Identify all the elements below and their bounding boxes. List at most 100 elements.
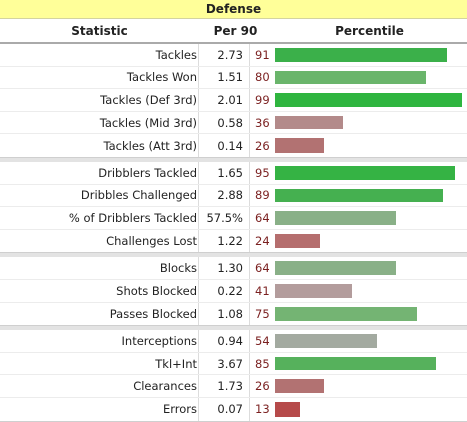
table-header: Statistic Per 90 Percentile bbox=[0, 19, 467, 44]
percentile-bar bbox=[275, 70, 426, 85]
percentile-bar-cell bbox=[275, 112, 467, 134]
percentile-value: 64 bbox=[249, 207, 275, 229]
stat-name: Clearances bbox=[0, 375, 199, 397]
percentile-bar-cell bbox=[275, 134, 467, 157]
percentile-bar-cell bbox=[275, 353, 467, 375]
percentile-value: 24 bbox=[249, 229, 275, 253]
per90-value: 2.88 bbox=[217, 188, 243, 203]
per90-value: 2.01 bbox=[217, 92, 243, 107]
percentile-value: 26 bbox=[249, 134, 275, 157]
stat-name: Dribbles Challenged bbox=[0, 184, 199, 207]
table-row: Blocks 1.30 64 bbox=[0, 257, 467, 280]
table-row: Dribbles Challenged 2.88 89 bbox=[0, 184, 467, 208]
percentile-value: 64 bbox=[249, 257, 275, 279]
table-row: Tkl+Int 3.67 85 bbox=[0, 352, 467, 376]
percentile-bar-cell bbox=[275, 67, 467, 89]
percentile-value: 54 bbox=[249, 330, 275, 352]
table-row: Tackles (Mid 3rd) 0.58 36 bbox=[0, 111, 467, 135]
per90-value: 1.30 bbox=[217, 261, 243, 276]
stat-name: Tackles (Att 3rd) bbox=[0, 134, 199, 157]
table-caption: Defense bbox=[0, 0, 467, 19]
percentile-bar-cell bbox=[275, 375, 467, 397]
header-percentile[interactable]: Percentile bbox=[335, 23, 404, 38]
percentile-bar bbox=[275, 188, 443, 203]
percentile-bar-cell bbox=[275, 280, 467, 302]
table-row: Tackles (Att 3rd) 0.14 26 bbox=[0, 134, 467, 157]
stat-name: Tackles (Mid 3rd) bbox=[0, 111, 199, 134]
per90-value: 0.58 bbox=[217, 115, 243, 130]
per90-value: 1.22 bbox=[217, 234, 243, 249]
percentile-bar-cell bbox=[275, 303, 467, 326]
row-group: Tackles 2.73 91 Tackles Won 1.51 80 Tackles (D… bbox=[0, 44, 467, 158]
per90-value: 0.22 bbox=[217, 283, 243, 298]
percentile-value: 26 bbox=[249, 375, 275, 397]
percentile-bar-cell bbox=[275, 257, 467, 279]
table-row: Tackles 2.73 91 bbox=[0, 44, 467, 67]
percentile-value: 41 bbox=[249, 279, 275, 302]
header-per90[interactable]: Per 90 bbox=[213, 23, 258, 38]
table-row: % of Dribblers Tackled 57.5% 64 bbox=[0, 207, 467, 230]
percentile-bar bbox=[275, 379, 324, 393]
percentile-bar-cell bbox=[275, 185, 467, 207]
table-row: Errors 0.07 13 bbox=[0, 397, 467, 421]
row-group: Dribblers Tackled 1.65 95 Dribbles Challeng… bbox=[0, 157, 467, 254]
table-row: Challenges Lost 1.22 24 bbox=[0, 229, 467, 253]
stat-name: Dribblers Tackled bbox=[0, 161, 199, 184]
table-row: Clearances 1.73 26 bbox=[0, 375, 467, 398]
percentile-bar bbox=[275, 334, 377, 348]
percentile-bar bbox=[275, 356, 436, 371]
stat-name: Errors bbox=[0, 397, 199, 421]
percentile-value: 36 bbox=[249, 111, 275, 134]
stat-name: Passes Blocked bbox=[0, 302, 199, 326]
percentile-bar bbox=[275, 261, 396, 275]
percentile-bar bbox=[275, 93, 462, 107]
per90-value: 1.08 bbox=[217, 306, 243, 321]
per90-value: 0.94 bbox=[217, 333, 243, 348]
per90-value: 2.73 bbox=[217, 47, 243, 62]
percentile-bar-cell bbox=[275, 330, 467, 352]
per90-value: 57.5% bbox=[206, 210, 243, 225]
percentile-value: 99 bbox=[249, 89, 275, 111]
percentile-bar-cell bbox=[275, 398, 467, 421]
percentile-bar-cell bbox=[275, 230, 467, 253]
percentile-bar-cell bbox=[275, 162, 467, 184]
row-group: Blocks 1.30 64 Shots Blocked 0.22 41 Passes Bl… bbox=[0, 253, 467, 327]
per90-value: 1.65 bbox=[217, 165, 243, 180]
percentile-value: 89 bbox=[249, 184, 275, 207]
percentile-bar bbox=[275, 165, 455, 180]
table-row: Tackles (Def 3rd) 2.01 99 bbox=[0, 89, 467, 112]
percentile-bar bbox=[275, 138, 324, 153]
table-row: Tackles Won 1.51 80 bbox=[0, 66, 467, 90]
percentile-value: 80 bbox=[249, 66, 275, 89]
percentile-value: 91 bbox=[249, 44, 275, 66]
header-statistic[interactable]: Statistic bbox=[71, 23, 128, 38]
percentile-bar-cell bbox=[275, 89, 467, 111]
per90-value: 0.14 bbox=[217, 138, 243, 153]
stat-name: Tackles bbox=[0, 44, 199, 66]
percentile-bar-cell bbox=[275, 207, 467, 229]
per90-value: 3.67 bbox=[217, 356, 243, 371]
per90-value: 1.73 bbox=[217, 379, 243, 394]
per90-value: 0.07 bbox=[217, 402, 243, 417]
stat-name: Interceptions bbox=[0, 330, 199, 352]
table-row: Dribblers Tackled 1.65 95 bbox=[0, 161, 467, 185]
table-body: Tackles 2.73 91 Tackles Won 1.51 80 Tackles (D… bbox=[0, 44, 467, 422]
table-row: Interceptions 0.94 54 bbox=[0, 330, 467, 353]
percentile-bar bbox=[275, 115, 343, 130]
stat-name: Tackles (Def 3rd) bbox=[0, 89, 199, 111]
per90-value: 1.51 bbox=[217, 70, 243, 85]
stat-name: Shots Blocked bbox=[0, 279, 199, 302]
percentile-bar bbox=[275, 283, 352, 298]
table-row: Passes Blocked 1.08 75 bbox=[0, 302, 467, 326]
percentile-value: 85 bbox=[249, 352, 275, 375]
percentile-bar bbox=[275, 48, 447, 62]
stat-name: Challenges Lost bbox=[0, 229, 199, 253]
stat-name: Tackles Won bbox=[0, 66, 199, 89]
percentile-bar bbox=[275, 401, 300, 417]
percentile-bar bbox=[275, 211, 396, 225]
percentile-bar-cell bbox=[275, 44, 467, 66]
percentile-value: 13 bbox=[249, 397, 275, 421]
percentile-bar bbox=[275, 306, 417, 322]
table-row: Shots Blocked 0.22 41 bbox=[0, 279, 467, 303]
